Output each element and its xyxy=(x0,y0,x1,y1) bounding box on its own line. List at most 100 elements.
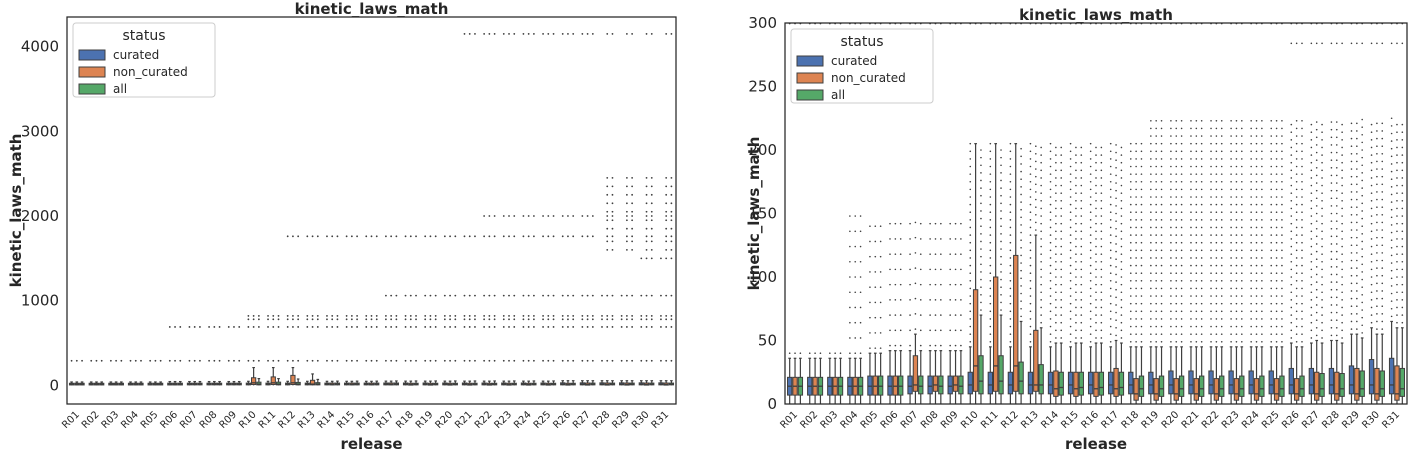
x-tick-label: R03 xyxy=(100,409,122,431)
outlier-R31 xyxy=(665,210,668,213)
outlier-R21 xyxy=(1190,135,1192,137)
outlier-R30 xyxy=(650,210,653,213)
outlier-R17 xyxy=(1115,296,1117,299)
outlier-R22 xyxy=(1220,249,1223,252)
outlier-R29 xyxy=(1350,175,1353,178)
outlier-R28 xyxy=(1335,304,1338,306)
outlier-R05 xyxy=(869,347,871,349)
outlier-R11 xyxy=(989,180,992,183)
outlier-R14 xyxy=(1055,329,1057,332)
box-all-R09 xyxy=(958,375,964,395)
outlier-R20 xyxy=(1175,180,1178,183)
outlier-R26 xyxy=(1290,314,1293,316)
outlier-R30 xyxy=(1376,328,1378,330)
outlier-R13 xyxy=(1040,268,1042,271)
outlier-R19 xyxy=(1155,180,1157,183)
outlier-R10 xyxy=(980,225,982,227)
outlier-R27 xyxy=(1310,154,1313,156)
outlier-R31 xyxy=(1401,139,1404,141)
outlier-R29 xyxy=(1356,244,1358,247)
outlier-R29 xyxy=(1356,206,1358,208)
outlier-R19 xyxy=(1155,295,1157,297)
outlier-R20 xyxy=(1180,180,1183,183)
outlier-R21 xyxy=(1190,127,1192,130)
outlier-R25 xyxy=(1270,310,1273,313)
outlier-R28 xyxy=(1335,250,1338,253)
outlier-R27 xyxy=(1310,291,1313,294)
outlier-R12 xyxy=(1009,165,1012,168)
outlier-R23 xyxy=(1241,325,1243,328)
box-curated-R27 xyxy=(1308,367,1315,395)
outlier-R16 xyxy=(1095,337,1097,339)
outlier-R24 xyxy=(1255,219,1258,221)
outlier-R11 xyxy=(267,315,269,317)
outlier-R13 xyxy=(1029,150,1032,153)
outlier-R22 xyxy=(1220,234,1223,236)
outlier-R16 xyxy=(365,235,368,238)
outlier-R14 xyxy=(336,359,339,362)
outlier-R31 xyxy=(1390,132,1393,135)
box-non_curated-R23 xyxy=(1233,378,1240,401)
outlier-R21 xyxy=(1190,340,1192,343)
outlier-R24 xyxy=(1261,219,1263,221)
x-tick-label: R16 xyxy=(355,409,377,431)
outlier-R08 xyxy=(929,253,931,255)
outlier-R23 xyxy=(1230,257,1232,259)
outlier-R16 xyxy=(1089,310,1092,313)
outlier-R14 xyxy=(1060,329,1063,332)
outlier-R14 xyxy=(1049,226,1052,229)
outlier-R31 xyxy=(1401,245,1404,248)
x-tick-label: R30 xyxy=(1360,409,1382,431)
outlier-R24 xyxy=(1261,127,1263,130)
outlier-R30 xyxy=(1370,192,1373,194)
outlier-R19 xyxy=(1160,142,1163,145)
outlier-R27 xyxy=(1315,174,1318,177)
outlier-R29 xyxy=(1361,286,1363,288)
outlier-R22 xyxy=(1215,295,1218,297)
outlier-R28 xyxy=(1335,136,1338,139)
outlier-R27 xyxy=(591,235,594,238)
outlier-R17 xyxy=(1120,268,1123,271)
outlier-R21 xyxy=(463,33,466,35)
outlier-R29 xyxy=(1361,240,1363,243)
box-all-R18 xyxy=(1138,375,1145,397)
outlier-R27 xyxy=(1315,296,1318,299)
outlier-R12 xyxy=(297,318,300,321)
outlier-R22 xyxy=(488,215,491,217)
outlier-R15 xyxy=(356,326,358,328)
outlier-R26 xyxy=(572,318,575,321)
outlier-R16 xyxy=(365,359,368,362)
outlier-R18 xyxy=(1129,158,1132,160)
outlier-R26 xyxy=(1301,211,1303,214)
outlier-R15 xyxy=(1075,260,1077,263)
outlier-R12 xyxy=(1009,211,1012,214)
outlier-R22 xyxy=(1220,211,1223,214)
outlier-R30 xyxy=(1370,299,1373,301)
outlier-R25 xyxy=(1275,165,1278,168)
outlier-R12 xyxy=(1020,246,1022,249)
box-non_curated-R24 xyxy=(1253,378,1260,401)
outlier-R29 xyxy=(1356,229,1358,231)
outlier-R09 xyxy=(227,326,230,328)
outlier-R23 xyxy=(502,318,505,321)
outlier-R17 xyxy=(1120,154,1123,156)
outlier-R23 xyxy=(1235,203,1238,206)
outlier-R28 xyxy=(1330,288,1333,291)
outlier-R24 xyxy=(1255,340,1258,343)
outlier-R23 xyxy=(1230,264,1232,267)
outlier-R24 xyxy=(1261,135,1263,137)
outlier-R07 xyxy=(914,313,917,315)
outlier-R08 xyxy=(934,238,937,240)
outlier-R30 xyxy=(1381,259,1384,262)
outlier-R25 xyxy=(1281,226,1283,229)
outlier-R24 xyxy=(1250,295,1252,297)
outlier-R09 xyxy=(954,344,957,347)
outlier-R26 xyxy=(572,359,575,362)
outlier-R13 xyxy=(1035,206,1037,208)
outlier-R18 xyxy=(404,235,407,238)
outlier-R28 xyxy=(611,176,614,179)
outlier-R18 xyxy=(1135,142,1137,145)
outlier-R23 xyxy=(1241,173,1243,175)
outlier-R14 xyxy=(1049,340,1052,343)
outlier-R20 xyxy=(454,235,457,238)
